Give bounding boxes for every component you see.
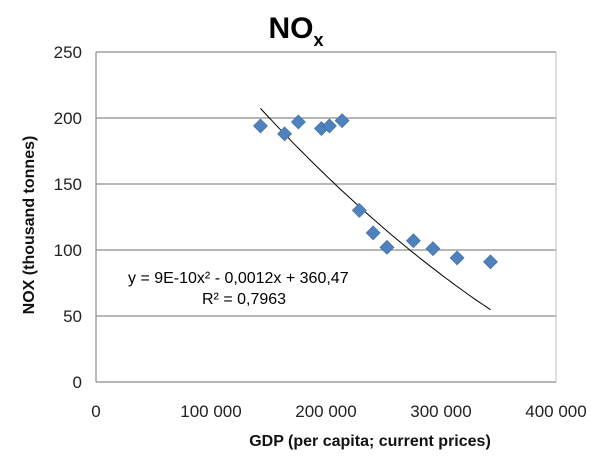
trendline-equation: y = 9E-10x² - 0,0012x + 360,47: [128, 270, 349, 287]
y-tick-label-4: 200: [54, 109, 82, 128]
data-point-5: [334, 113, 350, 129]
data-points: [253, 113, 498, 270]
data-point-0: [253, 118, 268, 134]
x-tick-label-1: 100 000: [180, 402, 241, 421]
y-tick-label-2: 100: [54, 241, 82, 260]
data-point-9: [405, 233, 421, 249]
y-axis-tick-labels: 0 50 100 150 200 250: [54, 43, 82, 392]
y-tick-label-3: 150: [54, 175, 82, 194]
y-tick-label-5: 250: [54, 43, 82, 62]
x-tick-label-0: 0: [91, 402, 100, 421]
chart-title-subscript: x: [313, 30, 323, 50]
data-point-10: [425, 241, 441, 257]
r-squared-label: R² = 0,7963: [202, 291, 286, 308]
data-point-6: [351, 202, 367, 218]
y-tick-label-1: 50: [63, 307, 82, 326]
data-point-1: [277, 126, 293, 142]
data-point-7: [365, 225, 381, 241]
y-axis-title: NOX (thousand tonnes): [21, 136, 38, 315]
data-point-4: [322, 118, 337, 134]
data-point-2: [290, 114, 306, 130]
x-axis-title: GDP (per capita; current prices): [249, 433, 491, 450]
x-axis-tick-labels: 0 100 000 200 000 300 000 400 000: [91, 402, 586, 421]
chart-title-main: NO: [268, 12, 313, 45]
x-tick-label-4: 400 000: [525, 402, 586, 421]
y-tick-label-0: 0: [73, 373, 82, 392]
chart-title: NOx: [268, 12, 323, 50]
data-point-11: [449, 250, 465, 266]
x-tick-label-2: 200 000: [295, 402, 356, 421]
plot-border: [95, 52, 557, 383]
data-point-12: [483, 254, 498, 270]
x-tick-label-3: 300 000: [410, 402, 471, 421]
gridlines: [96, 51, 556, 317]
data-point-8: [379, 239, 395, 255]
trendline: [260, 108, 491, 311]
